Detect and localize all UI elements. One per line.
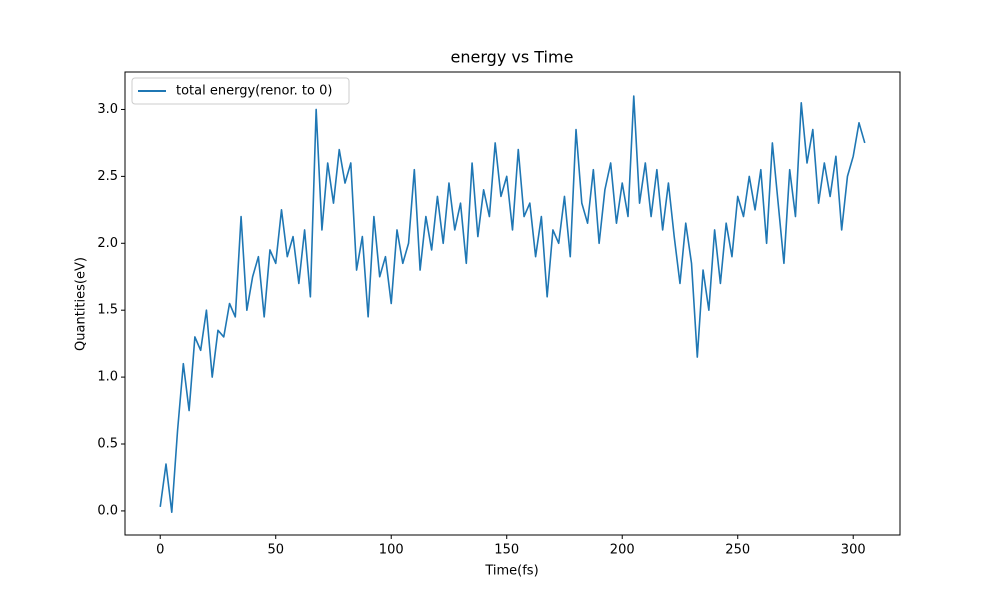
data-line xyxy=(159,95,866,514)
x-tick-label: 150 xyxy=(494,543,519,558)
x-tick-label: 50 xyxy=(267,543,284,558)
y-axis-label: Quantities(eV) xyxy=(74,257,89,351)
chart-title: energy vs Time xyxy=(451,48,574,67)
plot-frame xyxy=(124,71,901,536)
y-tick-label: 2.0 xyxy=(97,236,118,251)
x-tick-label: 300 xyxy=(841,543,866,558)
x-tick-label: 100 xyxy=(379,543,404,558)
x-tick-label: 200 xyxy=(610,543,635,558)
y-tick-label: 2.5 xyxy=(97,169,118,184)
y-tick-label: 3.0 xyxy=(97,102,118,117)
legend-box xyxy=(131,77,350,105)
x-axis-label: Time(fs) xyxy=(484,564,538,579)
x-tick-label: 0 xyxy=(156,543,164,558)
x-tick-label: 250 xyxy=(725,543,750,558)
y-tick-label: 1.5 xyxy=(97,303,118,318)
legend-label: total energy(renor. to 0) xyxy=(176,84,332,99)
y-tick-label: 1.0 xyxy=(97,370,118,385)
y-tick-label: 0.0 xyxy=(97,503,118,518)
y-tick-label: 0.5 xyxy=(97,437,118,452)
